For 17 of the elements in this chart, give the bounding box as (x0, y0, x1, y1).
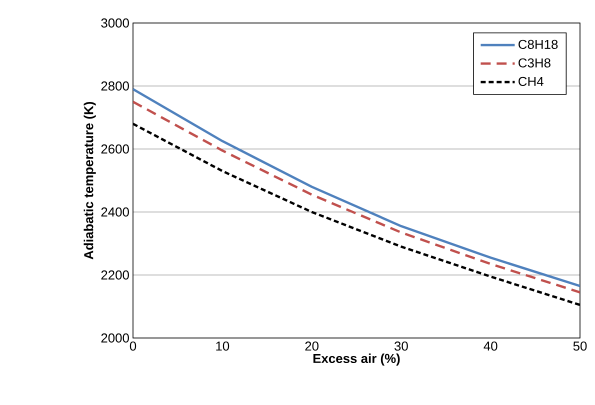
x-tick-label: 20 (305, 342, 318, 351)
x-tick-label: 10 (216, 342, 230, 351)
x-axis-title: Excess air (%) (313, 354, 400, 366)
y-tick-label: 2400 (101, 207, 129, 217)
x-tick-label: 40 (484, 342, 498, 351)
x-tick-label: 50 (573, 342, 587, 351)
y-axis-title: Adiabatic temperature (K) (84, 102, 96, 260)
y-tick-label: 2800 (101, 81, 129, 91)
y-tick-label: 3000 (101, 18, 129, 28)
y-tick-label: 2600 (101, 144, 129, 154)
y-tick-label: 2000 (101, 333, 129, 343)
y-tick-label: 2200 (101, 270, 129, 280)
legend-label: C8H18 (518, 40, 558, 49)
x-tick-label: 30 (394, 342, 408, 351)
legend-label: CH4 (518, 76, 544, 86)
x-tick-label: 0 (130, 342, 136, 351)
legend-label: C3H8 (518, 58, 550, 68)
